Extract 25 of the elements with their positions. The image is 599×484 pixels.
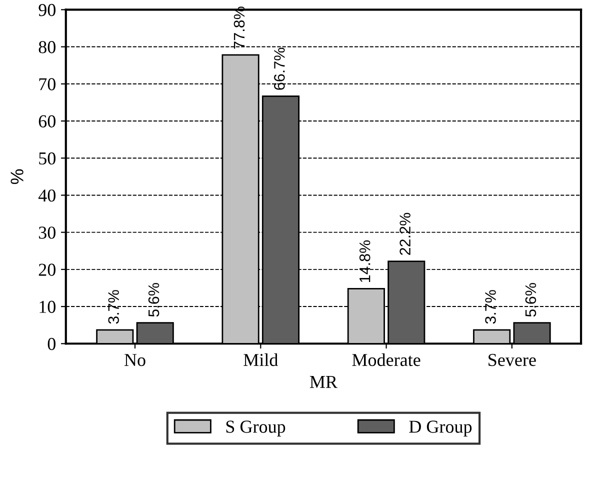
x-axis-title: MR [310,376,338,388]
y-tick-label: 40 [38,189,56,202]
y-tick-label: 10 [40,300,56,313]
x-tick-label: Mild [244,353,278,366]
legend-label: D Group [409,420,472,436]
y-tick-label: 60 [38,115,56,128]
data-label: 3.7% [108,290,119,324]
y-tick-label: 90 [38,4,56,16]
data-label: 22.2% [400,212,410,255]
y-axis-title: % [10,169,24,184]
data-label: 5.6% [525,283,536,317]
x-tick-label: No [124,354,146,366]
data-label: 5.6% [148,283,160,317]
data-label: 3.7% [485,290,496,324]
y-tick-label: 70 [39,78,56,90]
y-tick-label: 20 [38,264,56,276]
data-label: 66.7% [274,48,285,90]
legend-label: S Group [226,420,286,436]
y-tick-label: 50 [39,152,56,165]
y-tick-label: 30 [38,226,56,239]
data-label: 14.8% [359,240,370,282]
y-tick-label: 0 [48,338,56,350]
x-tick-label: Moderate [352,353,420,366]
x-tick-label: Severe [488,354,536,366]
y-tick-label: 80 [38,41,56,54]
